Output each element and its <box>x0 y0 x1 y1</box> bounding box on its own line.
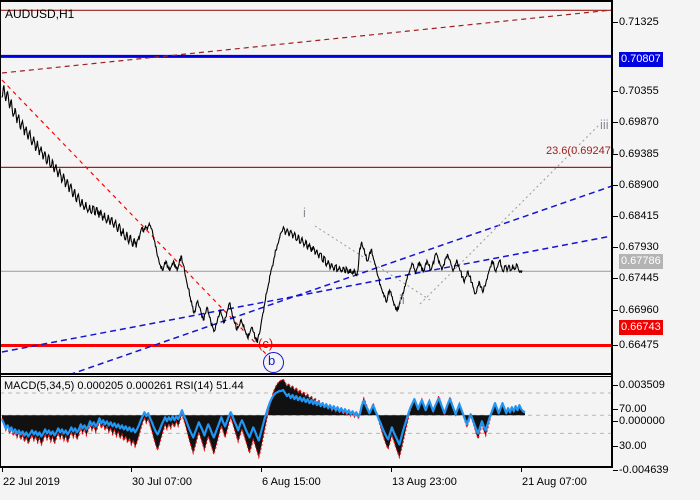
indicator-axis-tick <box>613 385 618 386</box>
price-chart-panel[interactable] <box>0 4 612 373</box>
indicator-axis-tick <box>613 470 618 471</box>
time-tick <box>521 468 522 472</box>
indicator-axis-label: -0.004639 <box>619 464 669 476</box>
panel-separator-2 <box>0 376 612 377</box>
axis-tick <box>613 22 618 23</box>
channel-gray-down <box>314 225 431 301</box>
time-axis[interactable]: 22 Jul 2019 30 Jul 07:00 6 Aug 15:00 13 … <box>0 468 612 500</box>
price-axis[interactable]: 0.71325 0.70807 0.70355 0.69870 0.69385 … <box>613 0 700 500</box>
price-axis-label: 0.70355 <box>619 85 659 97</box>
trendline-downtrend-red <box>1 79 269 357</box>
axis-tick <box>613 278 618 279</box>
rsi-line <box>1 388 526 446</box>
support-level-badge: 0.66743 <box>619 320 663 335</box>
axis-tick <box>613 91 618 92</box>
axis-tick <box>613 122 618 123</box>
wave-label-iii: iii <box>600 117 609 132</box>
panel-separator <box>0 373 612 375</box>
trendline-wave-blue <box>72 185 612 373</box>
indicator-axis-label: 30.00 <box>619 440 647 452</box>
left-border <box>0 0 1 468</box>
indicator-axis-label: 70.00 <box>619 403 647 415</box>
axis-tick <box>613 247 618 248</box>
time-axis-label: 22 Jul 2019 <box>3 476 60 488</box>
time-axis-label: 6 Aug 15:00 <box>262 476 321 488</box>
current-price-badge: 0.67786 <box>619 254 663 269</box>
time-axis-label: 13 Aug 23:00 <box>392 476 457 488</box>
price-chart-canvas <box>0 9 612 373</box>
indicator-canvas <box>0 378 612 460</box>
price-axis-border <box>611 0 613 468</box>
macd-signal-line <box>1 378 526 460</box>
axis-tick <box>613 185 618 186</box>
price-axis-label: 0.67445 <box>619 272 659 284</box>
fib-level-label: 23.6(0.69247) <box>546 145 615 157</box>
trendline-projection-blue <box>1 235 612 353</box>
indicator-axis-label: 0.000000 <box>619 415 665 427</box>
price-axis-label: 0.67930 <box>619 241 659 253</box>
axis-tick <box>613 216 618 217</box>
indicator-panel[interactable] <box>0 377 612 465</box>
axis-tick <box>613 310 618 311</box>
price-axis-label: 0.69385 <box>619 148 659 160</box>
blue-level-badge: 0.70807 <box>619 52 663 67</box>
window-top-border <box>0 0 612 2</box>
wave-b-circle <box>263 352 284 373</box>
price-axis-label: 0.71325 <box>619 16 659 28</box>
indicator-axis-tick <box>613 421 618 422</box>
indicator-axis-label: 0.003509 <box>619 379 665 391</box>
price-axis-label: 0.69870 <box>619 116 659 128</box>
time-axis-label: 21 Aug 07:00 <box>522 476 587 488</box>
wave-label-b: b <box>268 353 276 368</box>
time-tick <box>2 468 3 472</box>
indicator-axis-tick <box>613 409 618 410</box>
axis-tick <box>613 154 618 155</box>
time-tick <box>131 468 132 472</box>
wave-label-c: (c) <box>258 336 274 351</box>
window-bottom-border <box>0 466 612 468</box>
indicator-title: MACD(5,34,5) 0.000205 0.000261 RSI(14) 5… <box>4 380 244 392</box>
axis-tick <box>613 345 618 346</box>
price-axis-label: 0.68900 <box>619 179 659 191</box>
time-tick <box>391 468 392 472</box>
price-axis-label: 0.66475 <box>619 339 659 351</box>
macd-histogram <box>2 379 525 458</box>
time-tick <box>261 468 262 472</box>
price-axis-label: 0.68415 <box>619 210 659 222</box>
wave-label-i: i <box>303 205 306 220</box>
price-line <box>1 85 523 343</box>
time-axis-label: 30 Jul 07:00 <box>132 476 192 488</box>
symbol-title: AUDUSD,H1 <box>5 7 75 21</box>
price-axis-label: 0.66960 <box>619 304 659 316</box>
indicator-axis-tick <box>613 446 618 447</box>
wave-label-ii: ii <box>399 292 405 307</box>
trendline-uptrend-darkred <box>1 9 612 74</box>
